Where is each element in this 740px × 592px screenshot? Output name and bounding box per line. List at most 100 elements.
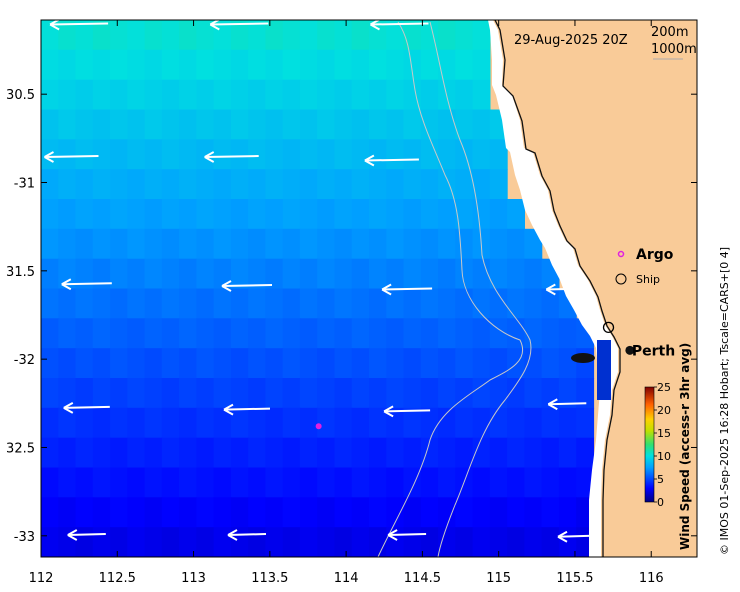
wind-grid-cell [420, 497, 439, 528]
lon-tick-label: 112 [29, 571, 54, 586]
wind-grid-cell [58, 288, 77, 319]
wind-grid-cell [420, 49, 439, 81]
wind-grid-cell [179, 527, 197, 557]
wind-grid-cell [403, 109, 422, 140]
wind-grid-cell [420, 348, 439, 379]
wind-grid-cell [41, 258, 59, 290]
colorbar-tick-label: 25 [657, 381, 671, 394]
wind-grid-cell [351, 497, 370, 528]
wind-grid-cell [334, 378, 353, 409]
wind-grid-cell [265, 318, 284, 349]
wind-grid-cell [110, 139, 128, 170]
wind-grid-cell [489, 437, 508, 469]
wind-grid-cell [369, 199, 387, 230]
axis-ticks: 112 112.5 113 113.5 114 114.5 115 115.5 116 30.5 -… [6, 20, 697, 586]
wind-grid-cell [524, 378, 543, 409]
wind-grid-cell [75, 467, 94, 498]
wind-grid-cell [196, 199, 215, 230]
wind-grid-cell [299, 348, 318, 379]
wind-grid-cell [179, 318, 197, 349]
wind-grid-cell [420, 199, 439, 230]
wind-grid-cell [110, 318, 128, 349]
wind-grid-cell [541, 318, 560, 349]
wind-grid-cell [420, 20, 439, 51]
wind-grid-cell [196, 109, 215, 140]
wind-grid-cell [230, 199, 249, 230]
wind-grid-cell [334, 407, 353, 439]
wind-grid-cell [472, 318, 491, 349]
wind-grid-cell [403, 228, 422, 260]
wind-grid-cell [41, 169, 59, 200]
wind-grid-cell [334, 79, 353, 111]
wind-grid-cell [282, 318, 301, 349]
wind-grid-cell [230, 288, 249, 319]
wind-grid-cell [161, 407, 180, 439]
wind-grid-cell [144, 228, 163, 260]
wind-grid-cell [230, 49, 249, 81]
wind-grid-cell [299, 258, 318, 290]
wind-grid-cell [386, 288, 405, 319]
wind-grid-cell [248, 20, 267, 51]
wind-grid-cell [58, 497, 77, 528]
wind-grid-cell [161, 318, 180, 349]
wind-grid-cell [161, 288, 180, 319]
ship-legend-icon [615, 273, 627, 285]
wind-grid-cell [282, 407, 301, 439]
wind-grid-cell [369, 378, 387, 409]
wind-grid-cell [386, 139, 405, 170]
wind-grid-cell [507, 258, 525, 290]
wind-grid-cell [75, 109, 94, 140]
wind-grid-cell [317, 199, 336, 230]
wind-arrows [44, 20, 593, 543]
wind-grid-cell [179, 49, 197, 81]
wind-grid-cell [317, 228, 336, 260]
argo-float-marker [315, 423, 322, 430]
wind-grid-cell [369, 258, 387, 290]
wind-grid-cell [438, 527, 456, 557]
wind-grid-cell [110, 407, 128, 439]
wind-grid-cell [127, 199, 146, 230]
wind-grid-cell [110, 378, 128, 409]
wind-grid-cell [438, 49, 456, 81]
wind-grid-cell [161, 109, 180, 140]
wind-grid-cell [403, 348, 422, 379]
wind-grid-cell [369, 20, 387, 51]
wind-grid-cell [41, 288, 59, 319]
wind-grid-cell [524, 437, 543, 469]
wind-grid-cell [179, 407, 197, 439]
wind-grid-cell [41, 228, 59, 260]
wind-grid-cell [41, 467, 59, 498]
wind-grid-cell [75, 228, 94, 260]
wind-grid-cell [161, 378, 180, 409]
wind-grid-cell [110, 258, 128, 290]
wind-grid-cell [299, 199, 318, 230]
wind-grid-cell [576, 348, 595, 379]
wind-grid-cell [248, 318, 267, 349]
wind-grid-cell [110, 467, 128, 498]
wind-grid-cell [576, 437, 595, 469]
wind-grid-cell [213, 348, 232, 379]
wind-grid-cell [507, 467, 525, 498]
wind-grid-cell [127, 407, 146, 439]
wind-grid-cell [213, 378, 232, 409]
wind-grid-cell [127, 497, 146, 528]
wind-grid-cell [351, 437, 370, 469]
wind-grid-cell [455, 228, 474, 260]
wind-grid-cell [541, 527, 560, 557]
wind-grid-cell [127, 318, 146, 349]
wind-grid-cell [92, 109, 111, 140]
wind-grid-cell [179, 79, 197, 111]
wind-grid-cell [265, 199, 284, 230]
wind-grid-cell [369, 228, 387, 260]
wind-grid-cell [144, 407, 163, 439]
wind-grid-cell [558, 437, 577, 469]
wind-grid-cell [161, 139, 180, 170]
wind-grid-cell [386, 49, 405, 81]
wind-grid-cell [420, 79, 439, 111]
wind-grid-cell [58, 79, 77, 111]
wind-grid-cell [317, 348, 336, 379]
wind-grid-cell [438, 288, 456, 319]
wind-grid-cell [282, 49, 301, 81]
wind-grid-cell [196, 228, 215, 260]
wind-grid-cell [41, 348, 59, 379]
